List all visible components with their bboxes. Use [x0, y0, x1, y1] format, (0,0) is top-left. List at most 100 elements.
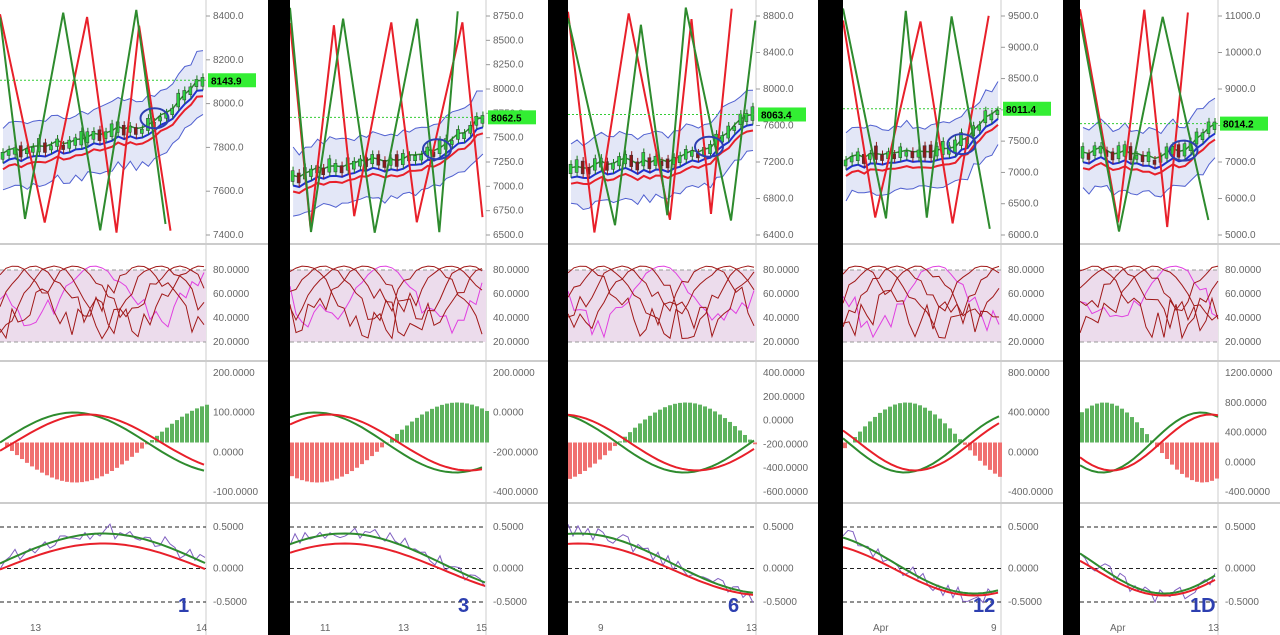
macd-tick-label: 0.0000 — [1008, 447, 1039, 458]
bollinger-band-fill — [3, 50, 203, 190]
candle-body — [55, 138, 59, 147]
candle-body — [73, 137, 78, 146]
candle-body — [290, 170, 295, 182]
date-label: 14 — [196, 623, 208, 634]
macd-histogram-bar — [150, 440, 154, 443]
candle-body — [593, 158, 597, 171]
macd-histogram-bar — [948, 428, 952, 443]
osc-tick-label: 0.0000 — [493, 564, 524, 575]
stoch-line — [568, 265, 755, 337]
osc-tick-label: 0.0000 — [213, 564, 244, 575]
candle-body — [462, 132, 466, 139]
macd-histogram-bar — [703, 406, 707, 443]
macd-histogram-bar — [75, 442, 79, 483]
candle-body — [641, 152, 646, 167]
candle-body — [0, 151, 5, 160]
date-label: 13 — [30, 623, 42, 634]
osc-tick-label: 0.5000 — [493, 522, 524, 533]
macd-signal-line — [568, 413, 755, 472]
candle-body — [959, 132, 963, 146]
candle-body — [1200, 132, 1205, 140]
stoch-tick-label: 20.0000 — [1225, 337, 1262, 348]
macd-histogram-bar — [1185, 442, 1189, 478]
chart-panel-p2: 8750.08500.08250.08000.07750.07500.07250… — [290, 0, 548, 635]
chart-panel-p5: 11000.010000.09000.08000.07000.06000.050… — [1080, 0, 1280, 635]
stoch-line — [290, 265, 483, 340]
candle-body — [91, 131, 96, 140]
candle-body — [880, 154, 884, 161]
macd-histogram-bar — [898, 403, 902, 443]
macd-histogram-bar — [903, 402, 907, 443]
candle-body — [358, 158, 362, 167]
stoch-line — [568, 265, 755, 339]
macd-histogram-bar — [1160, 442, 1164, 454]
stoch-tick-label: 40.0000 — [763, 313, 800, 324]
macd-histogram-bar — [663, 407, 667, 443]
candle-body — [1140, 154, 1145, 162]
macd-histogram-bar — [888, 406, 892, 443]
macd-histogram-bar — [1165, 442, 1169, 460]
osc-tick-label: 0.0000 — [763, 564, 794, 575]
candle-body — [182, 90, 187, 101]
macd-histogram-bar — [45, 442, 49, 476]
osc-red-line — [1080, 559, 1216, 597]
osc-tick-label: -0.5000 — [1008, 597, 1042, 608]
macd-histogram-bar — [568, 442, 572, 479]
candle-body — [134, 127, 138, 135]
macd-histogram-bar — [290, 442, 294, 477]
macd-histogram-bar — [10, 442, 14, 451]
macd-histogram-bar — [658, 409, 662, 443]
stoch-line — [0, 265, 205, 340]
macd-histogram-bar — [873, 416, 877, 443]
macd-histogram-bar — [958, 439, 962, 443]
price-tick-label: 7500.0 — [1008, 136, 1039, 147]
panel-svg: 8750.08500.08250.08000.07750.07500.07250… — [290, 0, 548, 635]
macd-histogram-bar — [983, 442, 987, 466]
macd-tick-label: 0.0000 — [763, 416, 794, 427]
macd-histogram-bar — [95, 442, 99, 479]
macd-histogram-bar — [485, 410, 489, 443]
macd-histogram-bar — [688, 402, 692, 443]
price-tick-label: 11000.0 — [1225, 11, 1261, 22]
osc-tick-label: 0.0000 — [1008, 564, 1039, 575]
macd-histogram-bar — [375, 442, 379, 452]
macd-histogram-bar — [573, 442, 577, 477]
timeframe-label: 1 — [178, 595, 189, 617]
macd-histogram-bar — [435, 406, 439, 443]
candle-body — [437, 139, 442, 154]
macd-histogram-bar — [85, 442, 89, 482]
candle-body — [855, 151, 860, 161]
macd-histogram-bar — [578, 442, 582, 475]
candle-body — [1152, 159, 1157, 165]
macd-tick-label: -400.0000 — [1225, 487, 1270, 498]
price-tick-label: 7400.0 — [213, 230, 244, 241]
macd-histogram-bar — [1200, 442, 1204, 483]
osc-purple-line — [843, 529, 999, 604]
macd-tick-label: -200.0000 — [763, 439, 808, 450]
price-tick-label: 6400.0 — [763, 230, 794, 241]
panel-svg: 9500.09000.08500.08000.07500.07000.06500… — [843, 0, 1063, 635]
macd-histogram-bar — [190, 410, 194, 443]
candle-body — [1212, 121, 1217, 130]
macd-histogram-bar — [120, 442, 124, 465]
candle-body — [843, 159, 848, 167]
stoch-line — [568, 265, 755, 339]
zigzag-red-line — [1080, 9, 1189, 228]
macd-histogram-bar — [295, 442, 299, 479]
last-price-tag-text: 8011.4 — [1006, 105, 1036, 116]
candle-body — [382, 160, 387, 168]
macd-histogram-bar — [1120, 408, 1124, 443]
macd-histogram-bar — [130, 442, 134, 457]
candle-body — [1206, 121, 1211, 134]
macd-signal-line — [843, 422, 1000, 472]
macd-signal-line — [1080, 413, 1219, 472]
candle-body — [983, 110, 988, 124]
candle-body — [683, 149, 688, 160]
macd-histogram-bar — [50, 442, 54, 478]
price-tick-label: 9500.0 — [1008, 11, 1039, 22]
candle-body — [31, 146, 35, 153]
macd-histogram-bar — [868, 421, 872, 443]
macd-line — [0, 411, 205, 472]
annotation-circle — [139, 107, 170, 130]
macd-histogram-bar — [1195, 442, 1199, 482]
